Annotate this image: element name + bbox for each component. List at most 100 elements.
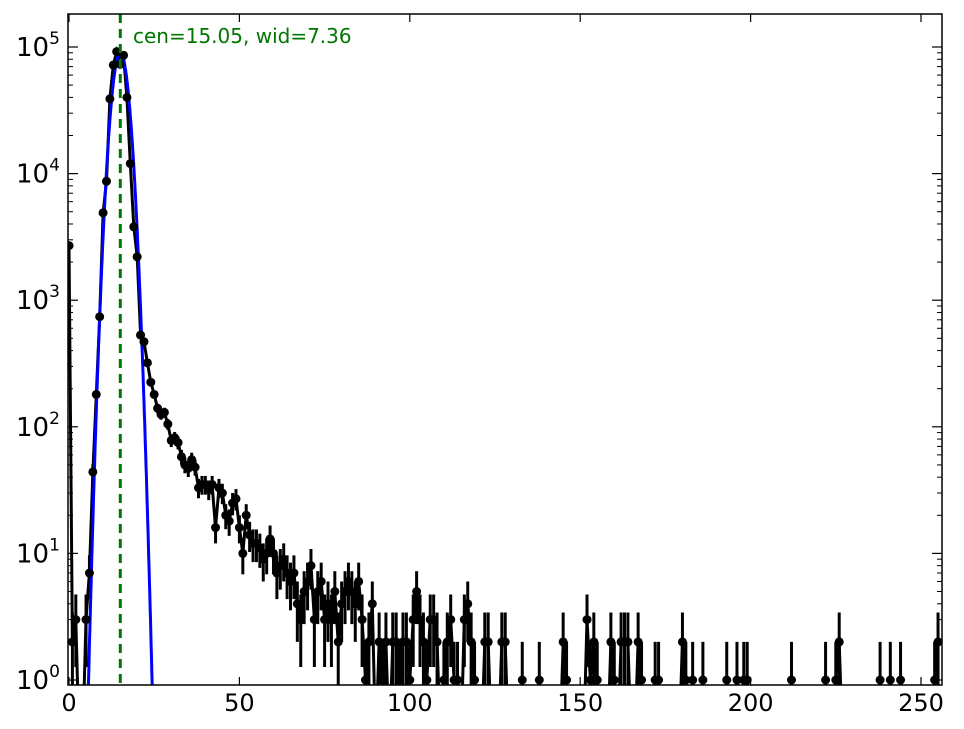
data-point <box>255 543 265 553</box>
y-tick-exponent: 2 <box>49 409 60 429</box>
y-tick-label: 105 <box>16 29 60 63</box>
data-point <box>95 312 105 322</box>
y-tick-base: 10 <box>16 539 49 569</box>
data-point <box>412 587 422 597</box>
data-point <box>217 488 227 498</box>
data-point <box>224 516 234 526</box>
data-point <box>183 463 193 473</box>
data-point <box>279 554 289 564</box>
data-point <box>234 523 244 533</box>
data-point <box>333 637 343 647</box>
data-point <box>609 675 619 685</box>
data-point <box>681 675 691 685</box>
data-point <box>442 637 452 647</box>
y-tick-exponent: 3 <box>49 282 60 302</box>
data-point <box>446 615 456 625</box>
data-point <box>606 637 616 647</box>
data-point <box>875 675 885 685</box>
data-point <box>732 675 742 685</box>
data-point <box>534 675 544 685</box>
y-tick-base: 10 <box>16 413 49 443</box>
y-tick-exponent: 1 <box>49 535 60 555</box>
data-point <box>231 494 241 504</box>
data-point <box>432 637 442 647</box>
data-point <box>337 599 347 609</box>
data-point <box>136 330 146 340</box>
data-point <box>558 637 568 647</box>
data-point <box>190 462 200 472</box>
data-point <box>71 615 81 625</box>
y-tick-label: 104 <box>16 156 60 190</box>
fit-annotation: cen=15.05, wid=7.36 <box>133 24 352 48</box>
data-point <box>159 407 169 417</box>
data-point <box>722 675 732 685</box>
data-point <box>309 615 319 625</box>
y-tick-label: 100 <box>16 662 60 696</box>
fit-curve <box>86 51 154 685</box>
data-point <box>623 637 633 647</box>
data-point <box>408 615 418 625</box>
data-point <box>364 637 374 647</box>
plot-area <box>68 14 942 685</box>
data-point <box>463 599 473 609</box>
data-point <box>262 548 272 558</box>
data-point <box>132 252 142 262</box>
y-tick-base: 10 <box>16 286 49 316</box>
data-point <box>326 615 336 625</box>
data-point <box>381 637 391 647</box>
data-point <box>896 675 906 685</box>
data-point <box>459 615 469 625</box>
data-point <box>357 615 367 625</box>
data-point <box>129 222 139 232</box>
data-point <box>401 637 411 647</box>
data-point <box>470 675 480 685</box>
x-tick-label: 150 <box>557 689 603 717</box>
data-line <box>68 45 940 685</box>
data-point <box>286 576 296 586</box>
data-point <box>81 615 91 625</box>
data-point <box>101 176 111 186</box>
x-tick-label: 50 <box>224 689 255 717</box>
data-point <box>142 358 152 368</box>
data-point <box>633 637 643 647</box>
data-point <box>350 599 360 609</box>
data-point <box>125 159 135 169</box>
data-point <box>343 576 353 586</box>
data-point <box>88 467 98 477</box>
data-point <box>418 637 428 647</box>
data-point <box>282 568 292 578</box>
data-point <box>562 675 572 685</box>
data-point <box>500 637 510 647</box>
data-point <box>517 675 527 685</box>
data-point <box>187 455 197 465</box>
data-point <box>313 587 323 597</box>
data-point <box>439 675 449 685</box>
data-point <box>303 576 313 586</box>
data-point <box>207 480 217 490</box>
data-point <box>742 675 752 685</box>
data-point <box>585 675 595 685</box>
data-point <box>354 576 364 586</box>
data-point <box>698 675 708 685</box>
data-point <box>330 587 340 597</box>
data-point <box>238 548 248 558</box>
y-tick-base: 10 <box>16 33 49 63</box>
data-point <box>289 568 299 578</box>
data-point <box>831 675 841 685</box>
data-point <box>163 419 173 429</box>
data-point <box>391 637 401 647</box>
data-point <box>105 94 115 104</box>
y-tick-base: 10 <box>16 666 49 696</box>
data-point <box>367 599 377 609</box>
data-point <box>296 615 306 625</box>
data-point <box>98 208 108 218</box>
y-tick-exponent: 5 <box>49 29 60 49</box>
data-point <box>582 615 592 625</box>
data-point <box>146 377 156 387</box>
data-point <box>122 92 132 102</box>
data-point <box>637 675 647 685</box>
data-point <box>466 637 476 647</box>
data-point <box>453 675 463 685</box>
